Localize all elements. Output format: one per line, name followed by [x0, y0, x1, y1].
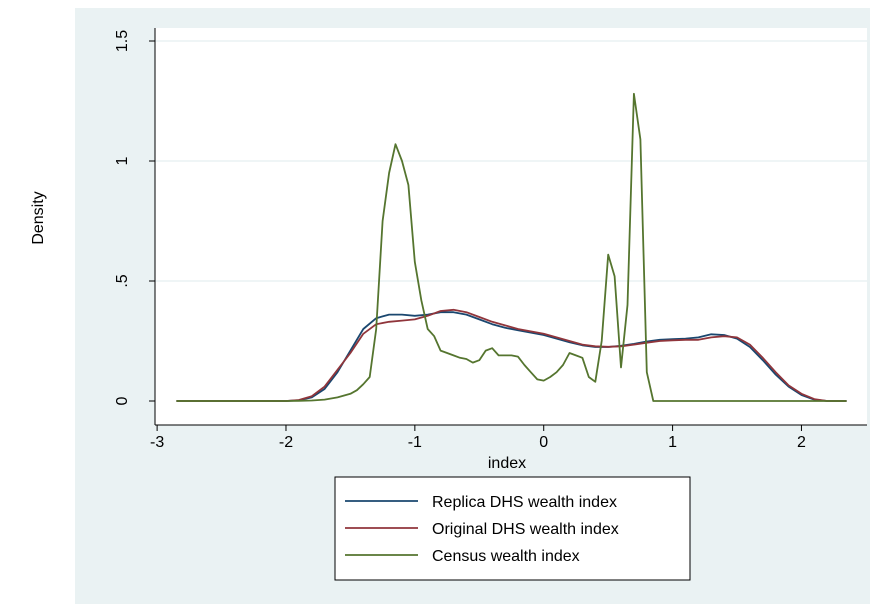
- legend-entries: Replica DHS wealth index Original DHS wea…: [345, 494, 619, 565]
- plot-region: [155, 28, 867, 425]
- x-tick-label: 0: [539, 434, 548, 451]
- legend-label-1: Replica DHS wealth index: [432, 494, 617, 511]
- y-axis-title: Density: [30, 191, 47, 244]
- grid-lines: [155, 40, 867, 282]
- axes: -3 -2 -1 0 1 2 0 .5 1 1.5: [114, 28, 867, 451]
- series-line-2: [176, 308, 847, 402]
- series-lines: [176, 92, 847, 402]
- x-tick-label: -1: [408, 434, 422, 451]
- x-tick-label: 2: [797, 434, 806, 451]
- legend-label-2: Original DHS wealth index: [432, 521, 619, 538]
- series-line-3: [176, 92, 847, 402]
- series-line-1: [176, 311, 847, 402]
- y-tick-label: .5: [114, 274, 131, 287]
- y-tick-label: 0: [114, 396, 131, 405]
- y-tick-label: 1: [114, 156, 131, 165]
- x-axis-title: index: [488, 455, 526, 472]
- x-tick-label: 1: [668, 434, 677, 451]
- x-tick-label: -3: [150, 434, 164, 451]
- y-tick-label: 1.5: [114, 30, 131, 52]
- x-tick-label: -2: [279, 434, 293, 451]
- legend-label-3: Census wealth index: [432, 548, 580, 565]
- legend: Replica DHS wealth index Original DHS wea…: [334, 476, 691, 581]
